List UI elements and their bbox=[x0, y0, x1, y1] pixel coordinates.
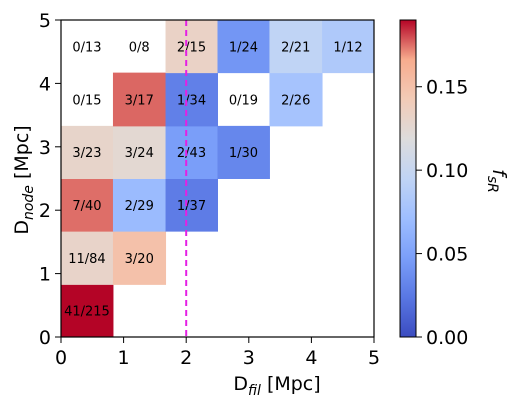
y-tick-label: 5 bbox=[39, 10, 51, 32]
cell-count-label: 3/20 bbox=[125, 252, 154, 267]
x-axis-title: Dfil [Mpc] bbox=[233, 373, 320, 399]
heatmap-cell bbox=[217, 20, 270, 74]
cell-count-label: 1/30 bbox=[229, 146, 258, 161]
cell-count-label: 1/34 bbox=[177, 93, 206, 108]
x-tick-label: 4 bbox=[305, 347, 317, 369]
heatmap-cell bbox=[165, 72, 218, 127]
x-tick-label: 0 bbox=[55, 347, 67, 369]
heatmap-cell bbox=[61, 284, 114, 338]
cell-count-label: 41/215 bbox=[64, 305, 110, 320]
colorbar-title-main: f bbox=[488, 169, 510, 179]
cell-count-label: 2/21 bbox=[281, 40, 310, 55]
heatmap-cell bbox=[112, 178, 167, 232]
cell-count-label: 2/26 bbox=[281, 93, 310, 108]
x-axis-ticks: 0 1 2 3 4 5 bbox=[55, 337, 380, 369]
colorbar-tick-label: 0.00 bbox=[426, 327, 468, 349]
x-axis-title-main: D bbox=[233, 373, 248, 395]
cell-count-label: 11/84 bbox=[68, 252, 105, 267]
y-axis-title: Dnode [Mpc] bbox=[11, 125, 37, 234]
cell-count-label: 3/17 bbox=[125, 93, 154, 108]
colorbar-tick-label: 0.15 bbox=[426, 77, 468, 99]
y-axis-title-unit: [Mpc] bbox=[11, 125, 33, 185]
y-axis-ticks: 0 1 2 3 4 5 bbox=[39, 10, 61, 349]
heatmap-cell bbox=[269, 72, 323, 127]
colorbar-ticks: 0.00 0.05 0.10 0.15 bbox=[416, 77, 468, 349]
heatmap-cells bbox=[61, 20, 375, 338]
x-tick-label: 1 bbox=[118, 347, 130, 369]
colorbar-tick-label: 0.05 bbox=[426, 244, 468, 266]
cell-count-label: 2/15 bbox=[177, 40, 206, 55]
cell-count-label: 0/13 bbox=[72, 40, 101, 55]
cell-count-label: 0/19 bbox=[229, 93, 258, 108]
cell-count-label: 3/23 bbox=[72, 146, 101, 161]
heatmap-cell bbox=[112, 72, 167, 127]
y-axis-title-group: Dnode [Mpc] bbox=[11, 125, 37, 234]
cell-count-label: 3/24 bbox=[125, 146, 154, 161]
y-tick-label: 1 bbox=[39, 264, 51, 286]
colorbar-title-group: fsR bbox=[484, 169, 510, 193]
x-axis-title-unit: [Mpc] bbox=[261, 373, 321, 395]
heatmap-cell bbox=[112, 125, 167, 179]
x-tick-label: 3 bbox=[243, 347, 255, 369]
cell-count-label: 2/29 bbox=[125, 199, 154, 214]
x-axis-title-sub: fil bbox=[248, 383, 261, 399]
plot-frame bbox=[60, 19, 375, 338]
y-tick-label: 0 bbox=[39, 327, 51, 349]
heatmap-cell bbox=[61, 231, 114, 285]
x-tick-label: 5 bbox=[368, 347, 380, 369]
colorbar-title: fsR bbox=[484, 169, 510, 193]
y-tick-label: 2 bbox=[39, 200, 51, 222]
heatmap-cell bbox=[322, 20, 375, 74]
cell-count-label: 0/8 bbox=[129, 40, 150, 55]
heatmap-cell bbox=[61, 125, 114, 179]
heatmap-cell bbox=[165, 20, 218, 74]
cell-count-label: 2/43 bbox=[177, 146, 206, 161]
y-tick-label: 3 bbox=[39, 137, 51, 159]
colorbar-title-sub: sR bbox=[484, 176, 500, 193]
cell-count-label: 1/37 bbox=[177, 199, 206, 214]
colorbar-tick-label: 0.10 bbox=[426, 160, 468, 182]
y-axis-title-sub: node bbox=[21, 185, 37, 220]
y-tick-label: 4 bbox=[39, 73, 51, 95]
heatmap-cell bbox=[165, 125, 218, 179]
cell-count-label: 7/40 bbox=[72, 199, 101, 214]
colorbar bbox=[399, 19, 417, 338]
heatmap-cell bbox=[165, 178, 218, 232]
heatmap-cell bbox=[217, 125, 270, 179]
y-axis-title-main: D bbox=[11, 220, 33, 235]
heatmap-cell bbox=[269, 20, 323, 74]
heatmap-cell bbox=[112, 231, 167, 285]
cell-count-label: 1/12 bbox=[333, 40, 362, 55]
heatmap-cell bbox=[61, 178, 114, 232]
cell-labels: 41/215 11/84 3/20 7/40 2/29 1/37 3/23 3/24 2/43 1… bbox=[64, 40, 363, 319]
cell-count-label: 1/24 bbox=[229, 40, 258, 55]
x-tick-label: 2 bbox=[180, 347, 192, 369]
cell-count-label: 0/15 bbox=[72, 93, 101, 108]
